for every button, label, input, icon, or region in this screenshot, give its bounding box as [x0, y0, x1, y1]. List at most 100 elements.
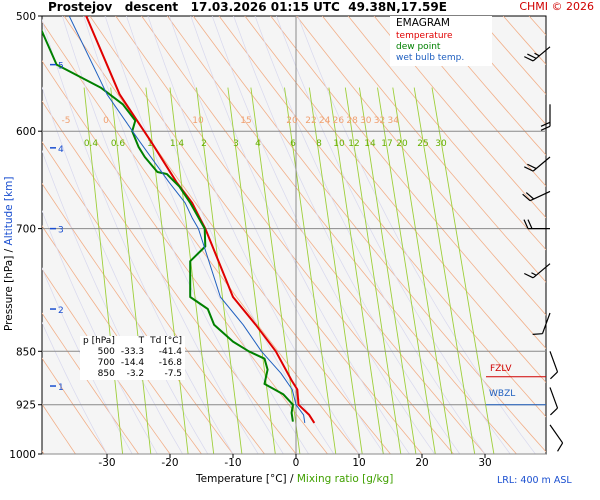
x-tick-label: 0 — [293, 457, 300, 469]
mixing-ratio-line — [328, 87, 384, 454]
moist-adiabat — [83, 16, 284, 454]
x-tick-label: 10 — [352, 457, 365, 469]
mixing-ratio-line — [196, 87, 243, 454]
mixing-ratio-label: 3 — [233, 139, 239, 149]
dry-adiabat-label: 32 — [374, 116, 385, 126]
wind-barb-flag — [523, 219, 529, 229]
mixing-ratio-label: 4 — [255, 139, 261, 149]
wind-barb-flag — [524, 272, 534, 279]
mixing-ratio-label: 14 — [364, 139, 376, 149]
wind-barb-half — [534, 52, 540, 57]
dry-adiabat — [425, 16, 546, 156]
dry-adiabat-label: 10 — [192, 116, 204, 126]
altitude-tick-label: 2 — [58, 306, 64, 316]
dry-adiabat — [89, 16, 423, 454]
legend-temperature: temperature — [396, 31, 453, 41]
table-cell: -14.4 — [120, 358, 145, 368]
wind-barb-shaft — [541, 312, 551, 334]
x-label-temperature: Temperature [°C] — [196, 473, 287, 485]
dry-adiabat — [167, 16, 517, 454]
moist-adiabat — [42, 321, 108, 454]
mixing-ratio-label: 25 — [417, 139, 428, 149]
x-tick-label: -30 — [98, 457, 115, 469]
sounding-time: 17.03.2026 01:15 UTC — [190, 0, 340, 14]
wind-barb-half — [531, 272, 537, 276]
table-row: 700 -14.4 -16.8 — [80, 358, 185, 369]
table-header: p [hPa] T Td [°C] — [80, 336, 185, 347]
fzlv-label: FZLV — [490, 364, 512, 374]
dry-adiabats — [42, 16, 546, 454]
dry-adiabat-label: 20 — [286, 116, 298, 126]
moist-adiabat — [233, 16, 461, 454]
dry-adiabat-label: 0 — [103, 116, 109, 126]
dry-adiabat-label: 34 — [387, 116, 399, 126]
mixing-ratio-label: 10 — [333, 139, 345, 149]
wind-barb — [549, 351, 559, 380]
credit-label: CHMI © 2026 — [519, 0, 594, 13]
mixing-ratio-label: 1.4 — [170, 139, 185, 149]
moist-adiabat — [254, 16, 486, 454]
dry-adiabat — [42, 20, 360, 454]
dry-adiabat-label: 24 — [319, 116, 331, 126]
x-axis-label: Temperature [°C] / Mixing ratio [g/kg] — [196, 473, 393, 485]
mixing-ratio-line — [392, 87, 453, 454]
legend: EMAGRAM temperature dew point wet bulb t… — [390, 16, 492, 66]
legend-title: EMAGRAM — [396, 17, 450, 29]
legend-dew-point: dew point — [396, 42, 441, 52]
table-cell: -41.4 — [158, 347, 183, 357]
x-label-sep: / — [289, 473, 294, 485]
wind-barb — [524, 263, 551, 279]
y-tick-label: 700 — [16, 224, 36, 236]
wbzl-label: WBZL — [489, 389, 516, 399]
mixing-ratio-line — [358, 87, 417, 454]
sounding-mode: descent — [124, 0, 179, 14]
x-label-mixing: Mixing ratio [g/kg] — [296, 473, 394, 485]
mixing-ratio-label: 8 — [316, 139, 322, 149]
dry-adiabat — [347, 16, 546, 251]
wind-barb — [549, 387, 559, 416]
dry-adiabat — [42, 60, 328, 454]
wind-barb-flag — [550, 407, 558, 416]
x-tick-label: -10 — [224, 457, 241, 469]
table-row: 850 -3.2 -7.5 — [80, 369, 185, 380]
wind-barb-flag — [524, 166, 534, 172]
dry-adiabat — [42, 312, 139, 454]
y-tick-label: 1000 — [9, 449, 36, 461]
wind-barb-flag — [527, 219, 533, 229]
moist-adiabat — [169, 16, 385, 454]
table-row: 500 -33.3 -41.4 — [80, 347, 185, 358]
wind-barb-flag — [540, 121, 551, 127]
dry-adiabat-label: 15 — [240, 116, 251, 126]
dry-adiabat — [42, 182, 234, 454]
series-dew-point — [42, 28, 294, 422]
mixing-ratio-label: 12 — [348, 139, 359, 149]
dry-adiabat — [192, 16, 546, 453]
altitude-tick-label: 1 — [58, 383, 64, 393]
altitude-tick-label: 3 — [58, 226, 64, 236]
table-cell: -33.3 — [120, 347, 145, 357]
wind-barb — [524, 156, 551, 172]
dry-adiabat — [451, 16, 546, 126]
dry-adiabat — [42, 357, 108, 454]
mixing-ratio-label: 1 — [147, 139, 153, 149]
wind-barb-flag — [522, 193, 531, 202]
header-title: Prostejov descent 17.03.2026 01:15 UTC 4… — [48, 0, 447, 14]
mixing-ratio-line — [377, 87, 436, 454]
moist-adiabat — [42, 267, 133, 454]
dry-adiabat — [373, 16, 546, 219]
dry-adiabat — [296, 16, 546, 316]
wind-barb — [540, 104, 551, 131]
wind-barb-flag — [550, 371, 558, 380]
table-header-t: T — [138, 336, 145, 346]
table-cell: -16.8 — [158, 358, 183, 368]
profiles — [42, 16, 316, 424]
dry-adiabat-label: -5 — [62, 116, 71, 126]
table-cell: 700 — [97, 358, 115, 368]
x-tick-label: -20 — [161, 457, 178, 469]
y-tick-label: 600 — [16, 126, 36, 138]
wind-barb — [532, 312, 551, 335]
mixing-ratio-line — [413, 87, 476, 454]
dry-adiabat-label: 26 — [333, 116, 345, 126]
